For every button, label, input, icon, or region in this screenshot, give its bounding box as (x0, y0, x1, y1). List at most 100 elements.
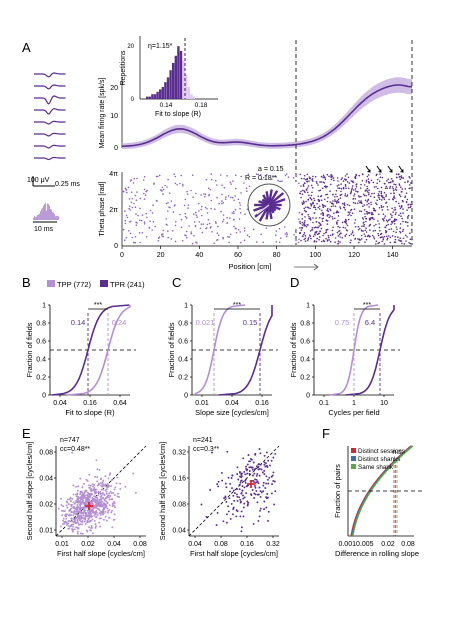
raster-spike (286, 173, 288, 175)
scatter-point (76, 520, 79, 523)
raster-spike (313, 204, 316, 207)
scatter-point (76, 489, 79, 492)
raster-spike (324, 205, 327, 207)
raster-spike (133, 241, 135, 244)
scatter-point (72, 525, 75, 528)
raster-spike (216, 196, 218, 199)
raster-spike (380, 192, 383, 195)
raster-spike (368, 192, 370, 194)
raster-spike (129, 232, 132, 235)
raster-spike (281, 180, 283, 182)
raster-spike (373, 186, 376, 188)
raster-spike (392, 211, 394, 213)
raster-spike (346, 195, 348, 198)
raster-spike (337, 211, 340, 214)
raster-spike (342, 180, 345, 182)
scatter-point (232, 489, 235, 492)
scatter-point (216, 511, 219, 514)
scatter-point (95, 459, 98, 462)
raster-spike (319, 181, 321, 183)
raster-spike (393, 220, 396, 223)
raster-spike (204, 206, 207, 209)
raster-spike (148, 226, 150, 229)
raster-spike (362, 173, 364, 176)
scatter-point (251, 474, 254, 477)
scatter-point (82, 517, 85, 520)
raster-spike (125, 237, 127, 239)
scatter-point (134, 491, 137, 494)
raster-spike (373, 196, 376, 198)
scatter-point (108, 492, 111, 495)
scatter-point (67, 524, 70, 527)
raster-spike (320, 199, 323, 201)
raster-spike (385, 185, 388, 188)
raster-spike (382, 238, 385, 241)
raster-spike (278, 227, 281, 230)
raster-spike (304, 191, 306, 193)
raster-spike (168, 192, 171, 194)
raster-spike (328, 216, 331, 219)
scatter-point (272, 456, 275, 459)
raster-spike (352, 180, 354, 182)
raster-spike (311, 229, 313, 231)
scatter-point (243, 502, 246, 505)
raster-ylabel: Theta phase [rad] (99, 182, 106, 237)
raster-spike (344, 179, 347, 181)
scatter-point (101, 492, 104, 495)
raster-spike (231, 212, 233, 214)
acg-bar (52, 211, 53, 220)
scatter-point (80, 497, 83, 500)
raster-spike (195, 214, 198, 216)
scatter-point (268, 476, 271, 479)
scatter-point (263, 473, 266, 476)
scatter-point (70, 510, 73, 513)
raster-spike (209, 227, 212, 229)
scatter-point (103, 507, 106, 510)
raster-spike (387, 208, 389, 211)
scatter-point (84, 512, 87, 514)
scatter-point (252, 461, 255, 464)
raster-spike (216, 184, 218, 186)
raster-spike (304, 216, 306, 218)
raster-spike (395, 186, 398, 188)
raster-spike (286, 233, 289, 236)
scatter-point (88, 509, 91, 512)
scatter-point (62, 509, 65, 512)
scatter-point (72, 501, 75, 504)
raster-spike (344, 185, 347, 187)
raster-spike (307, 224, 309, 226)
raster-spike (311, 191, 313, 194)
xtick: 0.16 (83, 400, 97, 407)
scatter-point (248, 466, 251, 469)
raster-spike (366, 200, 369, 203)
raster-spike (146, 216, 148, 219)
raster-spike (345, 187, 347, 190)
raster-spike (232, 196, 234, 199)
xtick: 0.02 (381, 541, 395, 548)
scatter-point (97, 491, 100, 493)
raster-spike (344, 209, 347, 211)
raster-spike (217, 234, 220, 236)
raster-spike (173, 205, 176, 207)
raster-spike (373, 237, 376, 240)
scatter-point (106, 511, 109, 514)
raster-spike (383, 219, 385, 222)
raster-spike (233, 218, 235, 221)
raster-spike (300, 185, 302, 187)
raster-spike (260, 178, 263, 181)
raster-spike (335, 189, 338, 192)
inset-bar (174, 55, 177, 99)
raster-spike (174, 240, 177, 243)
raster-spike (393, 241, 396, 243)
raster-spike (293, 233, 295, 236)
circ-r-label: R = 0.18** (245, 175, 277, 182)
raster-spike (344, 184, 347, 186)
raster-spike (136, 191, 138, 193)
raster-spike (401, 205, 403, 207)
raster-spike (284, 233, 286, 235)
raster-spike (275, 234, 277, 236)
scatter-point (69, 500, 72, 503)
scatter-point (113, 494, 116, 496)
raster-spike (336, 231, 339, 234)
raster-spike (365, 189, 368, 192)
